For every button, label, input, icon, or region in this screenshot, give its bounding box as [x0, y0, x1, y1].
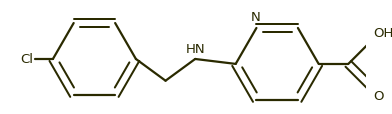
Text: N: N [250, 11, 260, 24]
Text: O: O [373, 89, 383, 102]
Text: Cl: Cl [20, 53, 33, 66]
Text: HN: HN [185, 43, 205, 56]
Text: OH: OH [373, 27, 392, 40]
